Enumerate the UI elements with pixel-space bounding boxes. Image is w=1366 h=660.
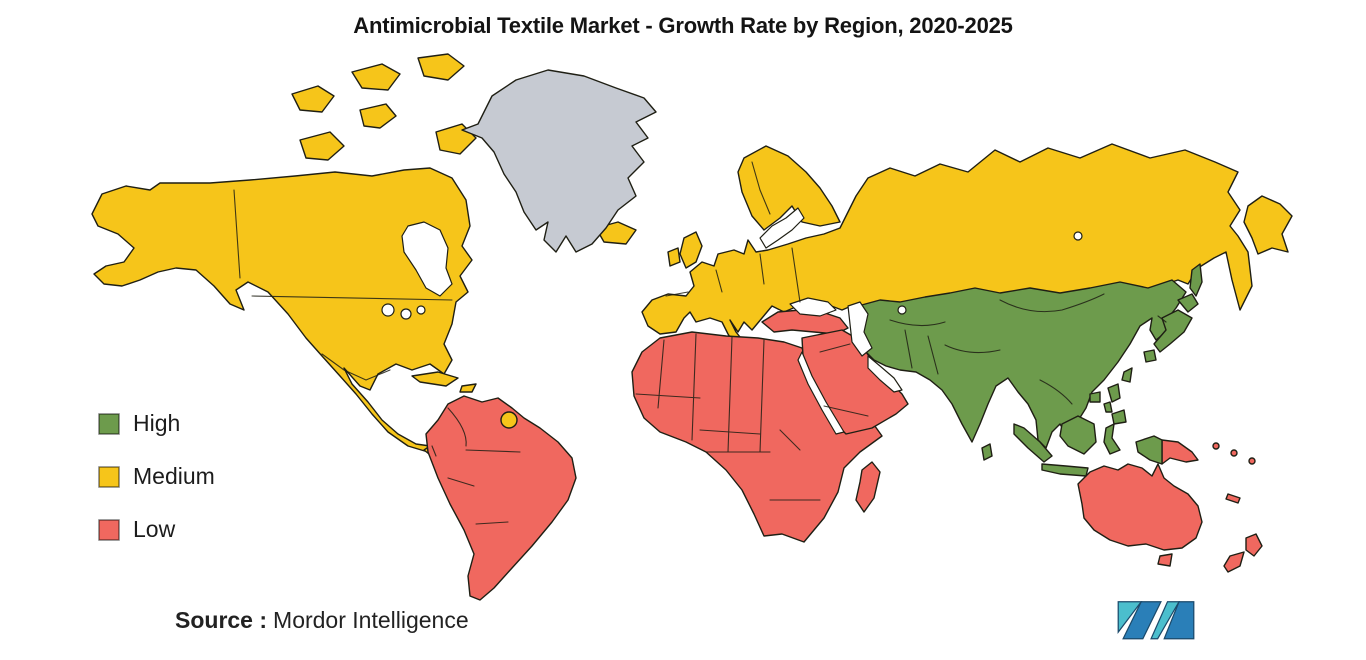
source-attribution: Source : Mordor Intelligence (175, 607, 469, 634)
country-borders (233, 161, 1167, 525)
hudson-bay (401, 221, 453, 297)
black-sea (789, 297, 837, 317)
new-zealand-north (1245, 533, 1263, 557)
madagascar (855, 461, 881, 513)
new-zealand-south (1223, 551, 1245, 573)
legend-label-low: Low (133, 516, 176, 542)
source-value: Mordor Intelligence (273, 607, 469, 633)
ireland (667, 247, 681, 267)
legend-label-medium: Medium (133, 463, 215, 489)
philippines-luzon (1107, 383, 1121, 403)
region-asia-pacific (853, 263, 1203, 477)
tasmania (1157, 553, 1173, 567)
region-greenland (461, 69, 657, 253)
great-lake (381, 303, 395, 317)
legend: High Medium Low (98, 410, 215, 569)
sri-lanka (981, 443, 993, 461)
legend-swatch-high (98, 412, 120, 435)
logo-shape-blue-left (1122, 601, 1162, 640)
persian-gulf (867, 355, 903, 393)
lake-baikal (1073, 231, 1083, 241)
logo-shape-teal-right (1150, 601, 1181, 640)
papua-new-guinea (1161, 439, 1199, 465)
water-bodies (381, 207, 1083, 435)
arctic-islands (291, 53, 477, 161)
sulawesi (1103, 423, 1121, 455)
taiwan (1121, 367, 1133, 383)
red-sea (797, 351, 845, 435)
legend-swatch-medium (98, 465, 120, 488)
java (1041, 463, 1089, 477)
australia (1077, 463, 1203, 551)
aral-sea (897, 305, 907, 315)
region-europe-russia (595, 143, 1293, 357)
legend-label-high: High (133, 410, 181, 436)
great-lake (400, 308, 412, 320)
source-label: Source : (175, 607, 268, 633)
sumatra (1013, 423, 1053, 463)
north-america-mainland (91, 167, 473, 453)
scandinavia (737, 145, 841, 231)
pacific-islands (1212, 442, 1256, 504)
region-south-america (425, 395, 577, 601)
eurasia-mainland (641, 143, 1253, 347)
south-america-mainland (425, 395, 577, 601)
philippines-visayas (1103, 401, 1113, 413)
region-north-america (91, 53, 477, 479)
caspian-sea (847, 301, 873, 357)
japan-hokkaido (1177, 293, 1199, 313)
great-britain (679, 231, 703, 269)
great-lake (416, 305, 426, 315)
legend-item-low: Low (98, 516, 215, 543)
french-guiana (500, 411, 518, 429)
asia-mainland (853, 279, 1187, 449)
asia-islands (981, 263, 1203, 477)
west-papua (1135, 435, 1163, 465)
hainan (1089, 391, 1101, 403)
region-oceania (1077, 439, 1263, 573)
borneo (1059, 415, 1097, 455)
mordor-intelligence-logo (1117, 601, 1195, 640)
caribbean-islands (411, 371, 477, 393)
legend-item-medium: Medium (98, 463, 215, 490)
legend-item-high: High (98, 410, 215, 437)
logo-shape-teal-left (1117, 601, 1143, 634)
legend-swatch-low (98, 518, 120, 541)
japan-kyushu (1143, 349, 1157, 363)
chukotka (1243, 195, 1293, 255)
chart-title: Antimicrobial Textile Market - Growth Ra… (353, 13, 1013, 38)
sakhalin (1189, 263, 1203, 297)
logo-shape-blue-right (1163, 601, 1195, 640)
baltic-sea (759, 207, 805, 249)
philippines-mindanao (1111, 409, 1127, 425)
turkey (761, 309, 849, 335)
